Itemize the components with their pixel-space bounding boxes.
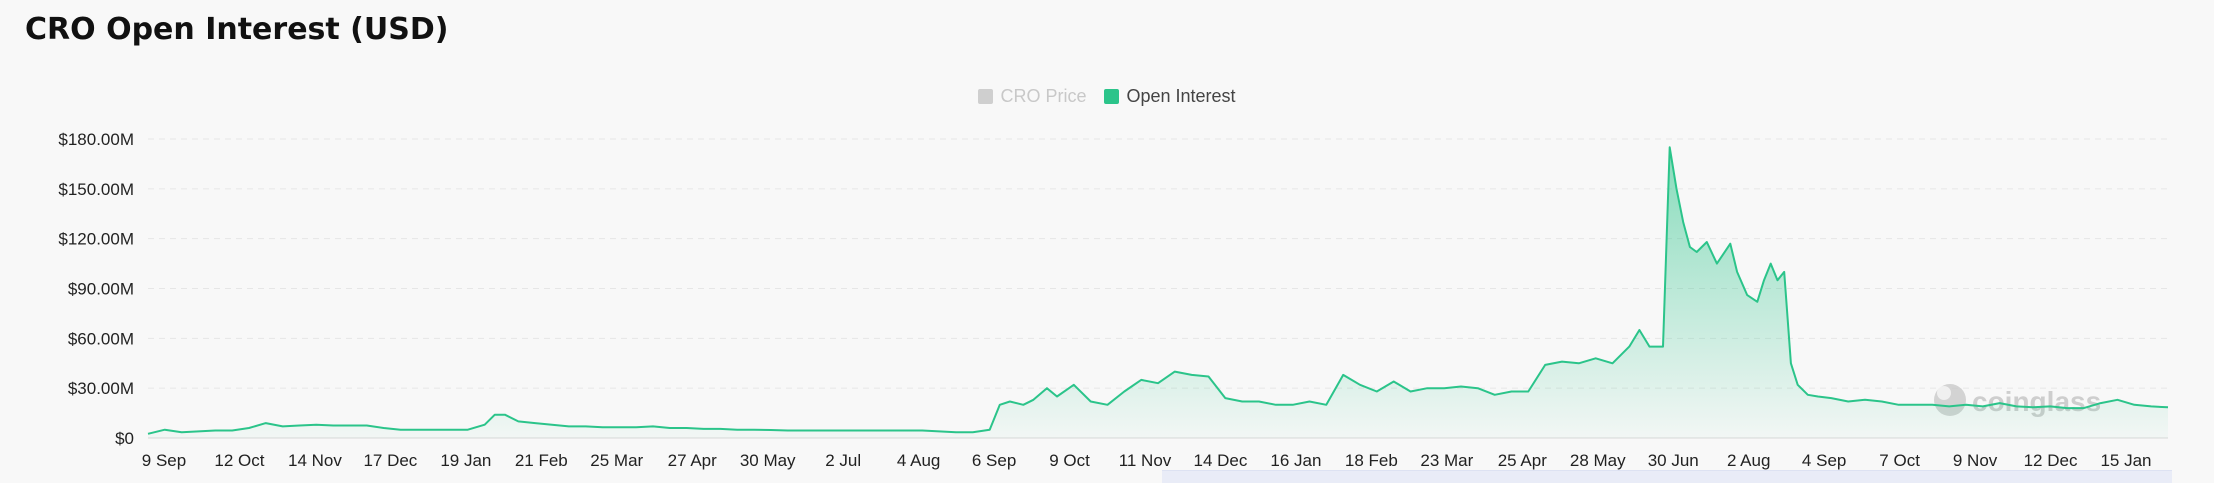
x-tick-label: 7 Oct: [1879, 451, 1920, 470]
x-tick-label: 28 May: [1570, 451, 1626, 470]
x-tick-label: 9 Oct: [1049, 451, 1090, 470]
y-tick-label: $60.00M: [68, 329, 134, 348]
x-tick-label: 16 Jan: [1270, 451, 1321, 470]
x-tick-label: 19 Jan: [440, 451, 491, 470]
legend-label-cro-price: CRO Price: [1000, 86, 1087, 106]
x-tick-label: 18 Feb: [1345, 451, 1398, 470]
x-tick-label: 17 Dec: [363, 451, 417, 470]
range-selector-bar[interactable]: [1162, 470, 2172, 483]
y-axis: $0 $30.00M $60.00M $90.00M $120.00M $150.00M $…: [58, 130, 134, 448]
chart-legend: CRO Price Open Interest: [0, 86, 2214, 107]
legend-item-open-interest[interactable]: Open Interest: [1104, 86, 1236, 107]
x-tick-label: 14 Nov: [288, 451, 342, 470]
x-tick-label: 21 Feb: [515, 451, 568, 470]
x-tick-label: 14 Dec: [1194, 451, 1248, 470]
x-axis: 9 Sep 12 Oct 14 Nov 17 Dec 19 Jan 21 Feb 25 Ma…: [142, 451, 2152, 470]
x-tick-label: 9 Sep: [142, 451, 186, 470]
x-tick-label: 2 Aug: [1727, 451, 1771, 470]
y-tick-label: $0: [115, 429, 134, 448]
y-tick-label: $150.00M: [58, 180, 134, 199]
x-tick-label: 23 Mar: [1420, 451, 1473, 470]
x-tick-label: 12 Oct: [214, 451, 264, 470]
chart-title: CRO Open Interest (USD): [25, 12, 449, 47]
open-interest-area: [148, 147, 2168, 439]
x-tick-label: 2 Jul: [825, 451, 861, 470]
x-tick-label: 25 Mar: [590, 451, 643, 470]
legend-swatch-open-interest: [1104, 89, 1120, 104]
y-tick-label: $180.00M: [58, 130, 134, 149]
x-tick-label: 6 Sep: [972, 451, 1016, 470]
open-interest-line[interactable]: [147, 146, 2169, 435]
x-tick-label: 25 Apr: [1498, 451, 1547, 470]
y-tick-label: $90.00M: [68, 280, 134, 299]
x-tick-label: 9 Nov: [1953, 451, 1998, 470]
x-tick-label: 11 Nov: [1119, 451, 1172, 470]
x-tick-label: 27 Apr: [668, 451, 717, 470]
y-tick-label: $30.00M: [68, 379, 134, 398]
x-tick-label: 30 Jun: [1648, 451, 1699, 470]
x-tick-label: 4 Aug: [897, 451, 941, 470]
y-tick-label: $120.00M: [58, 230, 134, 249]
legend-swatch-cro-price: [978, 89, 994, 104]
x-tick-label: 12 Dec: [2024, 451, 2078, 470]
legend-item-cro-price[interactable]: CRO Price: [978, 86, 1086, 107]
x-tick-label: 30 May: [740, 451, 796, 470]
open-interest-series[interactable]: [147, 146, 2169, 439]
legend-label-open-interest: Open Interest: [1126, 86, 1236, 106]
x-tick-label: 4 Sep: [1802, 451, 1846, 470]
x-tick-label: 15 Jan: [2100, 451, 2151, 470]
